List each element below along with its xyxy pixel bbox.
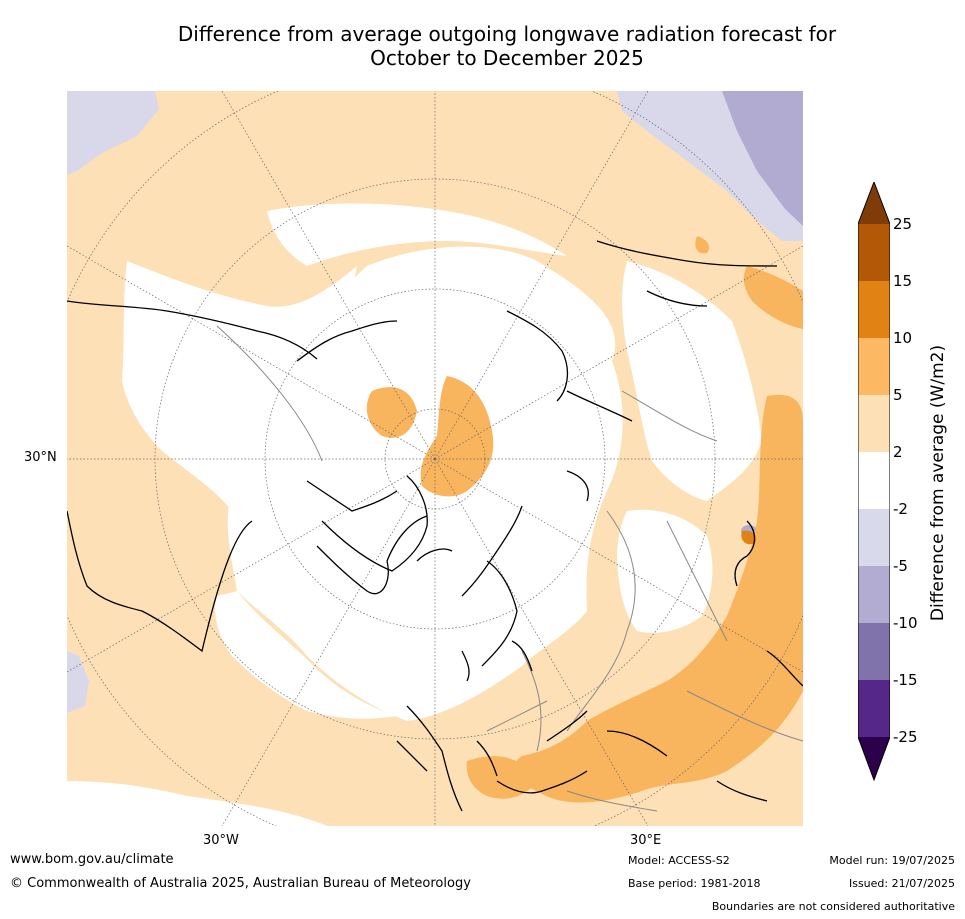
colorbar-tick-5: 5	[893, 386, 903, 404]
neutral-region-north-pacific-south	[67, 781, 327, 826]
website-link[interactable]: www.bom.gov.au/climate	[10, 852, 174, 867]
coastlines	[67, 240, 803, 812]
colorbar-bin-minus5-minus10	[858, 566, 890, 623]
anomaly-region-pale-purple-sw	[67, 651, 89, 713]
anomaly-region-light-orange-kamchatka	[695, 236, 709, 254]
disclaimer-text: Boundaries are not considered authoritat…	[711, 900, 955, 913]
model-text: Model: ACCESS-S2	[628, 854, 730, 867]
anomaly-region-light-orange-mediterranean	[466, 756, 537, 799]
longitude-label-30w: 30°W	[203, 833, 239, 848]
anomaly-region-orange-spot	[741, 530, 757, 545]
polar-map	[67, 91, 803, 826]
colorbar-extend-min	[858, 737, 890, 780]
anomaly-region-light-orange-asia	[513, 394, 803, 803]
base-period-text: Base period: 1981-2018	[628, 877, 761, 890]
country-borders	[216, 325, 803, 812]
colorbar-bin-minus10-minus15	[858, 623, 890, 680]
colorbar-tick-minus5: -5	[893, 557, 908, 575]
colorbar-tick-2: 2	[893, 443, 903, 461]
longitude-label-30e: 30°E	[630, 833, 662, 848]
colorbar-extend-max	[858, 182, 890, 224]
colorbar-bin-minus2-minus5	[858, 509, 890, 566]
latitude-label-30n: 30°N	[24, 450, 57, 465]
colorbar-outline	[858, 182, 890, 782]
title-line-1: Difference from average outgoing longwav…	[177, 22, 837, 46]
colorbar	[858, 182, 890, 782]
colorbar-tick-minus10: -10	[893, 614, 918, 632]
neutral-region-central-asia	[617, 509, 713, 633]
graticule	[67, 91, 803, 826]
colorbar-bin-minus15-minus25	[858, 680, 890, 737]
chart-title: Difference from average outgoing longwav…	[0, 22, 965, 70]
colorbar-bin-15-25	[858, 224, 890, 281]
colorbar-tick-minus25: -25	[893, 728, 918, 746]
anomaly-region-light-purple-ne	[722, 91, 803, 226]
title-line-2: October to December 2025	[370, 46, 644, 70]
colorbar-title: Difference from average (W/m2)	[928, 344, 948, 622]
issued-text: Issued: 21/07/2025	[848, 877, 955, 890]
colorbar-tick-25: 25	[893, 215, 913, 233]
colorbar-tick-minus2: -2	[893, 500, 908, 518]
neutral-region-arctic-top	[267, 203, 567, 266]
model-run-text: Model run: 19/07/2025	[829, 854, 955, 867]
map-svg	[67, 91, 803, 826]
anomaly-region-light-orange-siberia-east	[743, 266, 803, 329]
colorbar-tick-minus15: -15	[893, 671, 918, 689]
anomaly-region-light-orange-arctic	[420, 376, 494, 497]
colorbar-bin-neutral	[858, 452, 890, 509]
anomaly-region-pale-purple-nw	[67, 91, 159, 175]
colorbar-tick-10: 10	[893, 329, 913, 347]
colorbar-bin-5-10	[858, 338, 890, 395]
neutral-region-north-atlantic	[215, 591, 397, 719]
neutral-region-arctic-canada	[122, 261, 357, 511]
colorbar-tick-15: 15	[893, 272, 913, 290]
colorbar-bin-10-15	[858, 281, 890, 338]
neutral-region-siberia	[622, 261, 762, 501]
anomaly-region-light-orange-greenland	[366, 387, 417, 438]
colorbar-bin-2-5	[858, 395, 890, 452]
copyright-text: © Commonwealth of Australia 2025, Austra…	[10, 876, 471, 891]
